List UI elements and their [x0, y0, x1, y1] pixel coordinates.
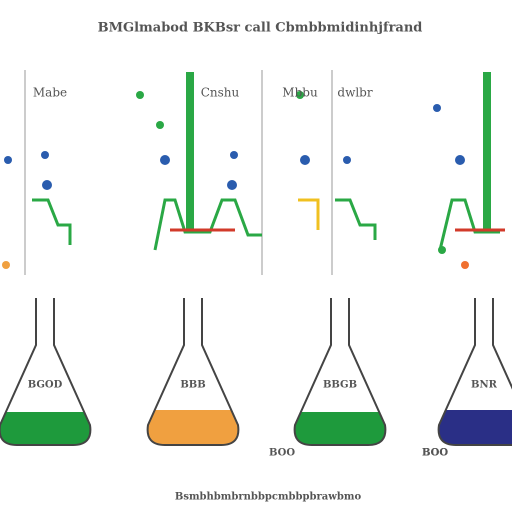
panel-label: Mbbu: [282, 86, 318, 100]
flask-label: BNR: [471, 380, 498, 391]
icon: [461, 261, 469, 269]
icon: [160, 155, 170, 165]
panel-label: Mabe: [33, 86, 67, 100]
step-line: [32, 198, 72, 245]
icon: [41, 151, 49, 159]
flask-label: BBB: [180, 380, 205, 391]
icon: [4, 156, 12, 164]
step-line: [438, 198, 500, 251]
icon: [227, 180, 237, 190]
icon: [300, 155, 310, 165]
flask-base-label: BOO: [422, 448, 448, 459]
green-bar: [483, 72, 491, 232]
panels: Mabe Cnshu Mbbu dwlbr: [33, 86, 373, 100]
green-bar: [186, 72, 194, 232]
step-line: [298, 198, 320, 230]
liquid: [294, 412, 386, 445]
icon: [433, 104, 441, 112]
flask: [146, 298, 240, 446]
panel-label: dwlbr: [337, 86, 372, 100]
panel-graphics: [32, 72, 505, 251]
title: BMGlmabod BKBsr call Cbmbbmidinhjfrand: [98, 21, 423, 36]
scatter-icons: [2, 91, 469, 269]
liquid: [0, 412, 91, 445]
flask: [293, 298, 387, 446]
icon: [230, 151, 238, 159]
step-line: [335, 198, 377, 240]
flask-base-label: BOO: [269, 448, 295, 459]
flask-label: BBGB: [323, 380, 357, 391]
icon: [136, 91, 144, 99]
flask-label: BGOD: [28, 380, 63, 391]
flask: [0, 298, 92, 446]
icon: [455, 155, 465, 165]
panel-label: Cnshu: [201, 86, 240, 100]
liquid: [147, 410, 239, 445]
icon: [296, 91, 304, 99]
footer: Bsmbhbmbrnbbpcmbbpbrawbmo: [175, 492, 362, 503]
separators: [24, 70, 333, 275]
icon: [156, 121, 164, 129]
flask-base-label: BOO: [422, 448, 448, 459]
liquid: [438, 410, 512, 445]
icon: [343, 156, 351, 164]
flask: [437, 298, 512, 446]
icon: [42, 180, 52, 190]
icon: [2, 261, 10, 269]
step-line: [153, 198, 262, 251]
icon: [438, 246, 446, 254]
